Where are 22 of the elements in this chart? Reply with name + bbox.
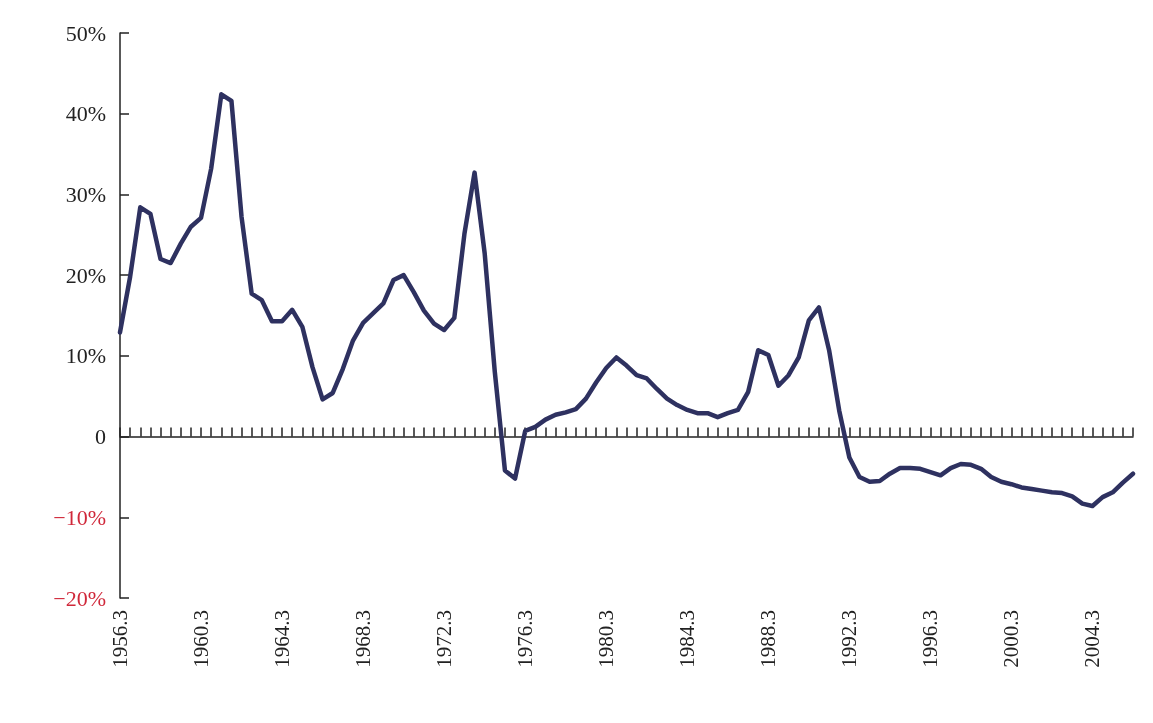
x-tick-label: 1988.3 bbox=[756, 610, 781, 668]
y-tick-label: 0 bbox=[95, 424, 106, 450]
x-tick-label: 1984.3 bbox=[675, 610, 700, 668]
x-tick-label: 2004.3 bbox=[1080, 610, 1105, 668]
x-tick-label: 1976.3 bbox=[513, 610, 538, 668]
y-tick-label: 20% bbox=[65, 262, 106, 288]
x-tick-label: 1980.3 bbox=[594, 610, 619, 668]
y-tick-label: −20% bbox=[53, 585, 106, 611]
y-tick-label: −10% bbox=[53, 504, 106, 530]
x-tick-label: 1972.3 bbox=[432, 610, 457, 668]
x-tick-label: 2000.3 bbox=[999, 610, 1024, 668]
x-tick-label: 1996.3 bbox=[918, 610, 943, 668]
x-tick-label: 1992.3 bbox=[837, 610, 862, 668]
x-tick-label: 1964.3 bbox=[270, 610, 295, 668]
y-tick-label: 50% bbox=[65, 20, 106, 46]
y-tick-label: 30% bbox=[65, 181, 106, 207]
x-tick-label: 1956.3 bbox=[108, 610, 132, 668]
y-tick-label: 40% bbox=[65, 101, 106, 127]
y-tick-label: 10% bbox=[65, 343, 106, 369]
line-series bbox=[117, 92, 1136, 509]
x-tick-label: 1960.3 bbox=[189, 610, 214, 668]
x-tick-label: 1968.3 bbox=[351, 610, 376, 668]
